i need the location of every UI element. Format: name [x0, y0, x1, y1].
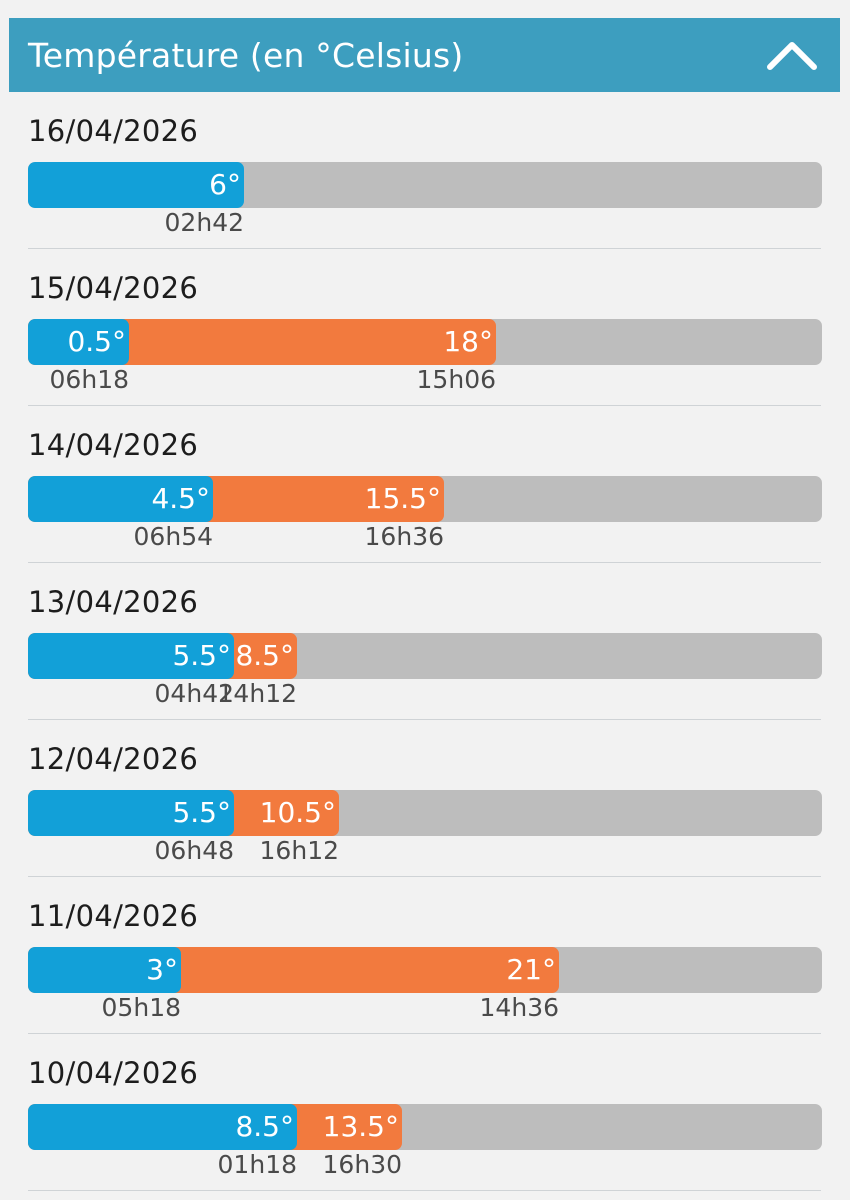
day-row: 15/04/2026 0.5° 18° 06h18 15h06 [28, 249, 822, 406]
max-temperature-value: 15.5° [364, 482, 441, 515]
temperature-bar-track: 8.5° 13.5° [28, 1104, 822, 1150]
temperature-bar-track: 4.5° 15.5° [28, 476, 822, 522]
min-temperature-value: 5.5° [172, 639, 231, 672]
temperature-panel: Température (en °Celsius) 16/04/2026 6° 02… [9, 18, 840, 1200]
min-temperature-value: 4.5° [151, 482, 210, 515]
max-temperature-time: 15h06 [416, 365, 496, 394]
day-date: 13/04/2026 [28, 585, 199, 619]
chevron-up-icon[interactable] [764, 35, 820, 75]
max-temperature-value: 13.5° [322, 1110, 399, 1143]
temperature-day-list: 16/04/2026 6° 02h42 15/04/2026 0.5° 18° 06h18 1… [9, 92, 840, 1191]
max-temperature-value: 18° [443, 325, 493, 358]
day-date: 10/04/2026 [28, 1056, 199, 1090]
day-row: 10/04/2026 8.5° 13.5° 01h18 16h30 [28, 1034, 822, 1191]
temperature-bar-track: 5.5° 8.5° [28, 633, 822, 679]
temperature-bar-track: 3° 21° [28, 947, 822, 993]
temperature-header[interactable]: Température (en °Celsius) [9, 18, 840, 92]
min-temperature-time: 06h54 [133, 522, 213, 551]
max-temperature-value: 8.5° [235, 639, 294, 672]
max-temperature-time: 16h30 [322, 1150, 402, 1179]
min-temperature-bar [28, 790, 234, 836]
temperature-bar-track: 6° [28, 162, 822, 208]
day-date: 15/04/2026 [28, 271, 199, 305]
min-temperature-bar [28, 947, 181, 993]
min-temperature-bar [28, 633, 234, 679]
max-temperature-value: 21° [506, 953, 556, 986]
day-date: 11/04/2026 [28, 899, 199, 933]
temperature-bar-track: 5.5° 10.5° [28, 790, 822, 836]
day-row: 11/04/2026 3° 21° 05h18 14h36 [28, 877, 822, 1034]
day-date: 12/04/2026 [28, 742, 199, 776]
min-temperature-bar [28, 162, 244, 208]
day-date: 14/04/2026 [28, 428, 199, 462]
day-row: 13/04/2026 5.5° 8.5° 04h42 14h12 [28, 563, 822, 720]
min-temperature-bar [28, 319, 129, 365]
min-temperature-value: 3° [146, 953, 178, 986]
max-temperature-value: 10.5° [259, 796, 336, 829]
min-temperature-time: 06h48 [154, 836, 234, 865]
day-row: 14/04/2026 4.5° 15.5° 06h54 16h36 [28, 406, 822, 563]
min-temperature-time: 01h18 [217, 1150, 297, 1179]
day-row: 12/04/2026 5.5° 10.5° 06h48 16h12 [28, 720, 822, 877]
min-temperature-value: 5.5° [172, 796, 231, 829]
panel-title: Température (en °Celsius) [28, 35, 464, 75]
min-temperature-time: 06h18 [49, 365, 129, 394]
min-temperature-value: 8.5° [235, 1110, 294, 1143]
max-temperature-time: 16h36 [364, 522, 444, 551]
min-temperature-value: 6° [209, 168, 241, 201]
max-temperature-time: 16h12 [259, 836, 339, 865]
day-date: 16/04/2026 [28, 114, 199, 148]
min-temperature-time: 02h42 [164, 208, 244, 237]
min-temperature-bar [28, 1104, 297, 1150]
day-row: 16/04/2026 6° 02h42 [28, 92, 822, 249]
max-temperature-time: 14h12 [217, 679, 297, 708]
min-temperature-time: 05h18 [101, 993, 181, 1022]
min-temperature-time: 04h42 [154, 679, 234, 708]
temperature-bar-track: 0.5° 18° [28, 319, 822, 365]
min-temperature-value: 0.5° [67, 325, 126, 358]
min-temperature-bar [28, 476, 213, 522]
max-temperature-time: 14h36 [479, 993, 559, 1022]
